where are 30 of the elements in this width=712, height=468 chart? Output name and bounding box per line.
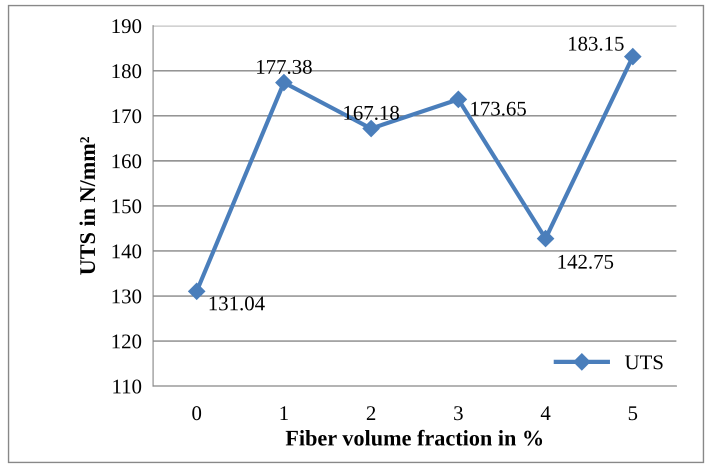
- point: [450, 90, 467, 108]
- x-tick-label: 4: [540, 406, 550, 420]
- x-tick-label: 5: [628, 406, 638, 420]
- point: [275, 74, 292, 92]
- data-label: 173.65: [471, 102, 526, 116]
- x-tick-label: 3: [454, 406, 463, 420]
- y-axis-title: UTS in N/mm²: [79, 137, 96, 275]
- point: [362, 120, 380, 138]
- data-label: 131.04: [210, 296, 265, 311]
- point: [624, 48, 642, 66]
- data-label: 142.75: [558, 254, 614, 269]
- x-tick-label: 1: [280, 406, 288, 420]
- y-tick-label: 150: [112, 199, 142, 214]
- point: [537, 230, 554, 248]
- y-tick-label: 110: [113, 379, 142, 394]
- y-tick-label: 160: [112, 154, 142, 168]
- y-tick-label: 170: [112, 109, 142, 124]
- data-label: 167.18: [344, 106, 399, 120]
- y-tick-label: 140: [112, 244, 142, 258]
- legend-label: UTS: [624, 355, 663, 370]
- y-tick-label: 120: [112, 334, 142, 348]
- x-axis-title: Fiber volume fraction in %: [286, 430, 542, 446]
- data-label: 183.15: [569, 36, 624, 51]
- y-tick-label: 180: [112, 64, 142, 78]
- y-tick-label: 130: [112, 289, 142, 304]
- data-label: 177.38: [257, 60, 312, 74]
- y-tick-label: 190: [112, 19, 142, 34]
- x-tick-label: 2: [366, 406, 376, 420]
- point: [188, 282, 206, 300]
- x-tick-label: 0: [192, 406, 202, 420]
